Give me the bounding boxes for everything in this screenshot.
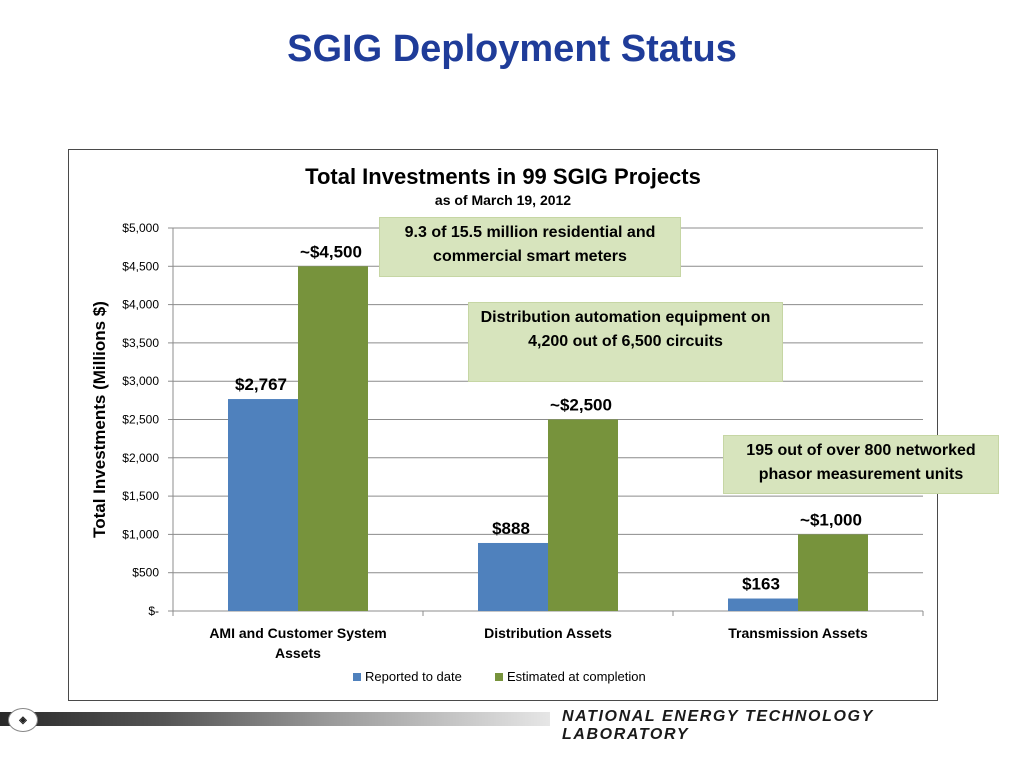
callout-phasor-units: 195 out of over 800 networked phasor mea… (723, 435, 999, 494)
bar-estimated-1 (298, 266, 368, 611)
footer-bar (0, 712, 550, 726)
y-tick-label: $4,500 (122, 259, 159, 273)
y-tick-label: $1,000 (122, 527, 159, 541)
bar-chart: Total Investments in 99 SGIG Projects as … (90, 164, 924, 684)
chart-subtitle: as of March 19, 2012 (435, 192, 571, 208)
bar-reported-1 (228, 399, 298, 611)
data-label: ~$2,500 (550, 396, 612, 415)
bar-estimated-2 (548, 419, 618, 611)
legend-label: Reported to date (365, 669, 462, 684)
y-tick-label: $1,500 (122, 489, 159, 503)
y-axis-label: Total Investments (Millions $) (90, 301, 109, 538)
y-tick-label: $2,000 (122, 451, 159, 465)
legend-label: Estimated at completion (507, 669, 646, 684)
y-tick-label: $- (148, 604, 159, 618)
y-tick-label: $5,000 (122, 221, 159, 235)
data-label: ~$1,000 (800, 510, 862, 529)
y-tick-label: $2,500 (122, 413, 159, 427)
chart-title: Total Investments in 99 SGIG Projects (305, 164, 701, 189)
data-label: ~$4,500 (300, 242, 362, 261)
bar-reported-2 (478, 542, 548, 611)
footer-lab-name: NATIONAL ENERGY TECHNOLOGY LABORATORY (562, 708, 874, 743)
y-tick-label: $3,500 (122, 336, 159, 350)
x-category-label: Distribution Assets (484, 625, 612, 641)
x-category-label: AMI and Customer System (209, 625, 386, 641)
slide-title: SGIG Deployment Status (287, 28, 737, 70)
y-tick-label: $3,000 (122, 374, 159, 388)
data-label: $888 (492, 519, 530, 538)
y-tick-label: $500 (132, 566, 159, 580)
legend-swatch (353, 673, 361, 681)
callout-distribution-automation: Distribution automation equipment on 4,2… (468, 302, 783, 382)
x-category-label: Transmission Assets (728, 625, 868, 641)
callout-smart-meters: 9.3 of 15.5 million residential and comm… (379, 217, 681, 277)
doe-seal-icon: ◈ (8, 708, 38, 732)
legend-swatch (495, 673, 503, 681)
x-category-label: Assets (275, 645, 321, 661)
data-label: $2,767 (235, 375, 287, 394)
bar-reported-3 (728, 598, 798, 611)
data-label: $163 (742, 575, 780, 594)
y-tick-label: $4,000 (122, 298, 159, 312)
bar-estimated-3 (798, 534, 868, 611)
